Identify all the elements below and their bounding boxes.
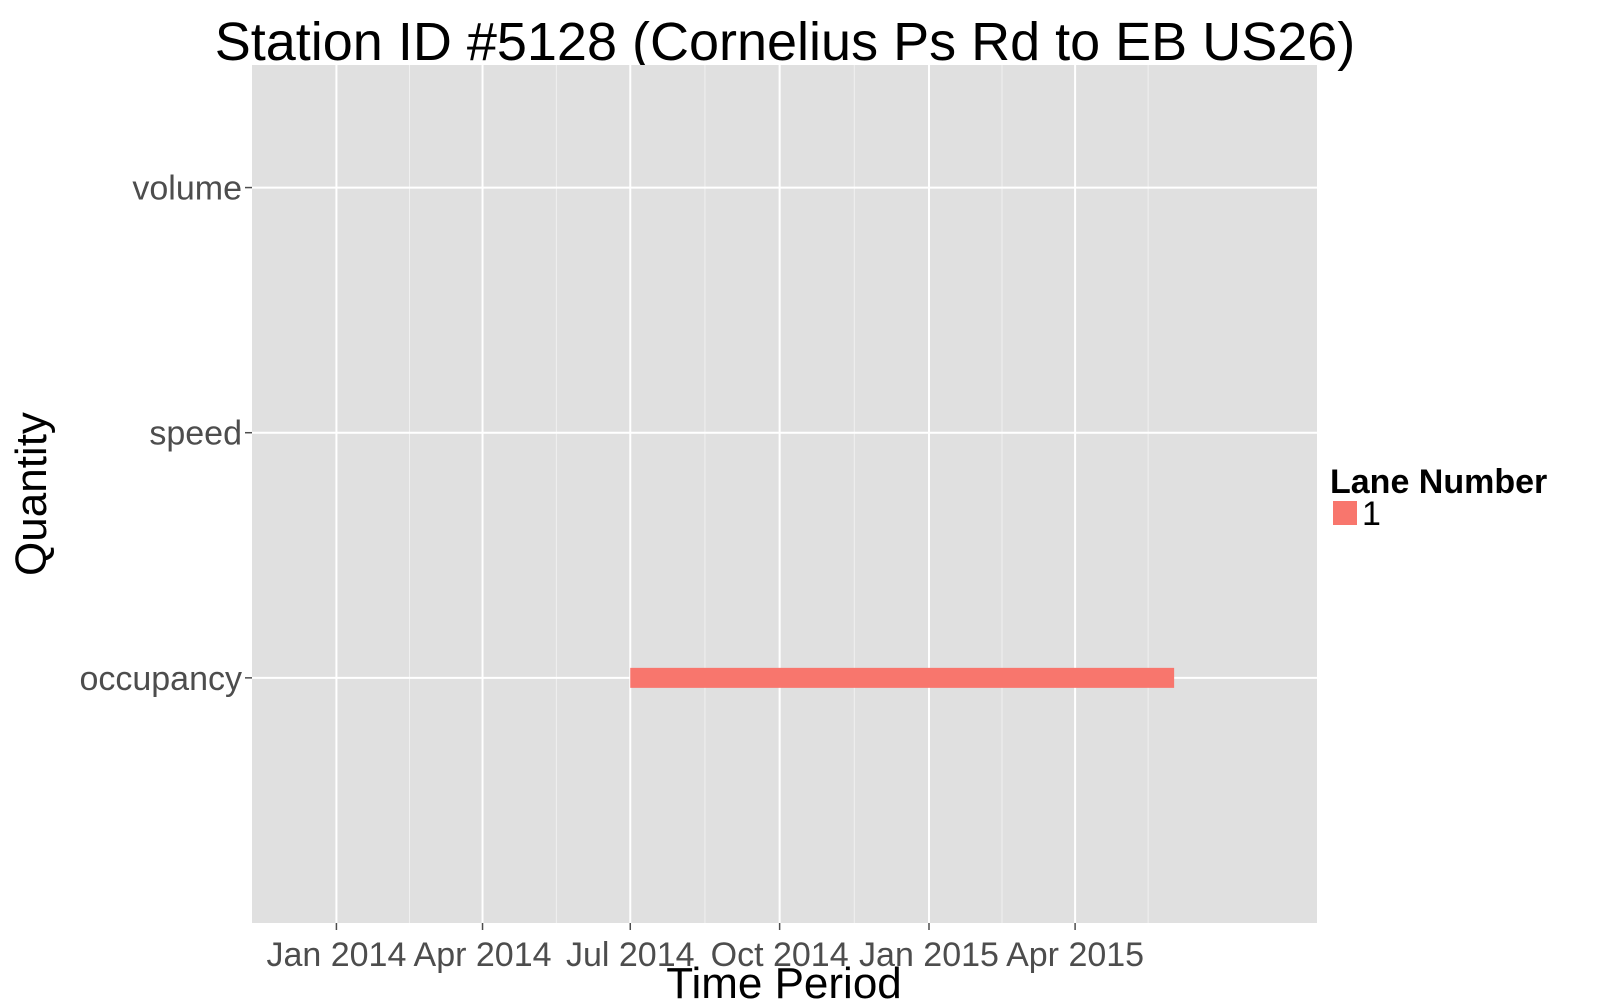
legend: Lane Number 1 [1330,463,1547,533]
x-tick-label: Jan 2014 [266,936,406,974]
data-bar-lane-1-occupancy [630,667,1175,688]
x-axis-title: Time Period [666,959,902,1000]
grid-lines [252,65,1317,923]
legend-title: Lane Number [1330,463,1547,501]
y-axis: volume speed occupancy [79,170,252,698]
x-tick-label: Jul 2014 [566,936,695,974]
y-tick-label-volume: volume [132,170,242,208]
x-axis: Jan 2014 Apr 2014 Jul 2014 Oct 2014 Jan 2015… [266,923,1144,974]
y-axis-title: Quantity [7,412,56,576]
x-tick-label: Jan 2015 [859,936,999,974]
legend-label-lane-1: 1 [1362,495,1381,533]
x-tick-label: Oct 2014 [711,936,849,974]
y-tick-label-speed: speed [149,415,242,453]
y-tick-label-occupancy: occupancy [79,660,242,698]
chart-title: Station ID #5128 (Cornelius Ps Rd to EB … [215,12,1356,72]
x-tick-label: Apr 2015 [1006,936,1144,974]
x-tick-label: Apr 2014 [414,936,552,974]
data-bars [630,667,1175,688]
plot-panel [252,65,1317,923]
legend-key-swatch [1333,501,1357,525]
